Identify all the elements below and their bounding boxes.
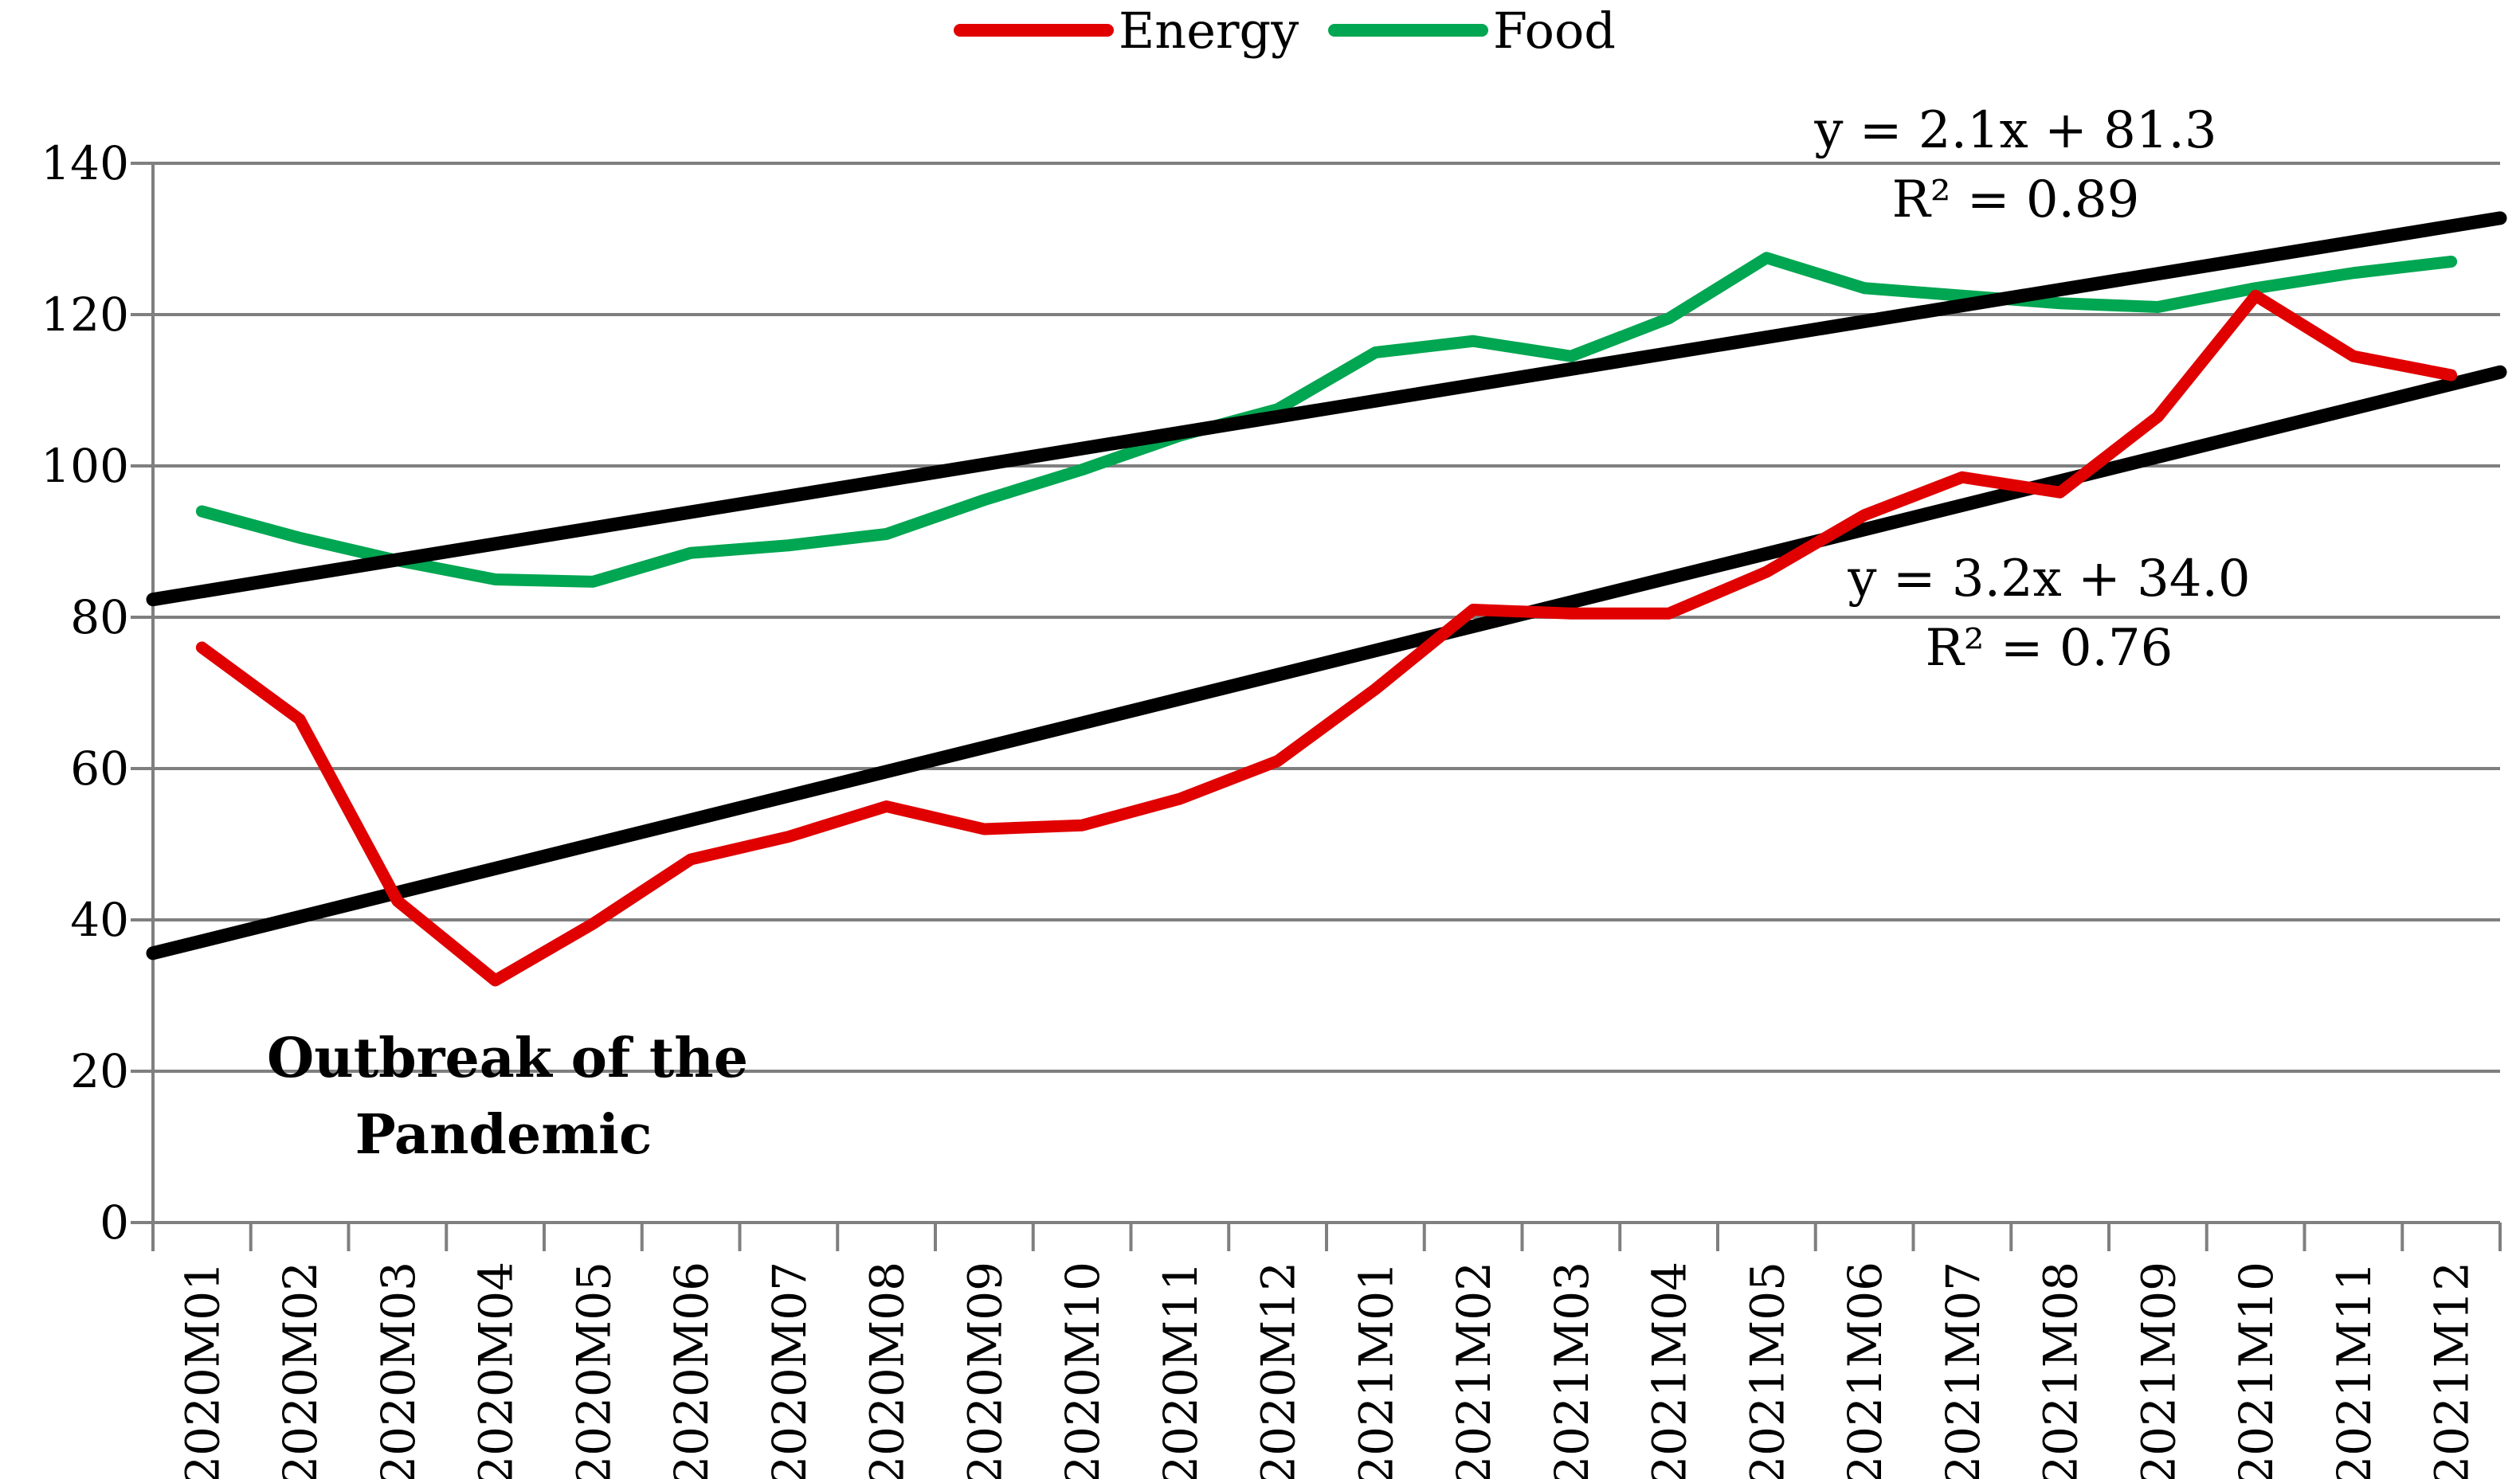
x-axis-tick-label: 2020M07	[762, 1262, 817, 1479]
x-axis-tick-label: 2021M07	[1936, 1262, 1990, 1479]
y-axis-tick-label: 40	[70, 893, 129, 947]
y-axis-tick-label: 80	[70, 590, 129, 644]
y-axis-tick-label: 140	[41, 136, 129, 190]
x-axis-tick-label: 2021M06	[1838, 1262, 1892, 1479]
energy-series-line	[195, 289, 2458, 987]
x-axis-tick-label: 2020M12	[1252, 1262, 1306, 1479]
food-trendline	[146, 211, 2507, 607]
x-axis-tick-label: 2020M02	[273, 1262, 327, 1479]
legend-label: Energy	[1119, 2, 1299, 60]
legend-label: Food	[1493, 2, 1616, 60]
x-axis-tick-label: 2021M03	[1545, 1262, 1599, 1479]
x-axis-tick-label: 2020M03	[371, 1262, 425, 1479]
legend: Energy Food	[954, 2, 1616, 60]
trendline-equation: y = 2.1x + 81.3	[1813, 101, 2216, 160]
x-axis-tick-label: 2020M08	[860, 1262, 915, 1479]
x-axis-tick-label: 2021M12	[2425, 1262, 2479, 1479]
y-axis-tick-label: 20	[70, 1044, 129, 1098]
trendline-r2: R² = 0.89	[1892, 170, 2140, 229]
x-axis-tick-label: 2021M11	[2327, 1262, 2381, 1479]
x-axis-tick-label: 2021M04	[1643, 1262, 1697, 1479]
energy-trendline	[146, 365, 2507, 961]
y-axis-tick-label: 60	[70, 741, 129, 796]
legend-item-food: Food	[1328, 2, 1616, 60]
x-axis-tick-label: 2020M11	[1154, 1262, 1208, 1479]
gridlines-and-axes	[131, 162, 2502, 1251]
annotation-line-2: Pandemic	[355, 1103, 653, 1167]
x-axis-labels: 2020M01 2020M02 2020M03 2020M04 2020M05 2020M…	[175, 1262, 2479, 1479]
x-axis-tick-label: 2020M06	[664, 1262, 719, 1479]
trendline-r2: R² = 0.76	[1926, 619, 2173, 678]
energy-trendline-label: y = 3.2x + 34.0 R² = 0.76	[1847, 550, 2250, 678]
x-axis-tick-label: 2020M01	[175, 1262, 229, 1479]
x-axis-tick-label: 2020M10	[1056, 1262, 1110, 1479]
pandemic-annotation: Outbreak of the Pandemic	[267, 1027, 748, 1167]
annotation-line-1: Outbreak of the	[267, 1027, 748, 1090]
legend-item-energy: Energy	[954, 2, 1299, 60]
food-series-line	[195, 252, 2458, 588]
x-axis-tick-label: 2021M02	[1447, 1262, 1501, 1479]
x-axis-tick-label: 2020M04	[469, 1262, 523, 1479]
y-axis-labels: 0 20 40 60 80 100 120 140	[41, 136, 129, 1250]
x-axis-tick-label: 2020M05	[566, 1262, 621, 1479]
y-axis-tick-label: 100	[41, 439, 129, 493]
x-axis-tick-label: 2021M05	[1740, 1262, 1794, 1479]
food-trendline-label: y = 2.1x + 81.3 R² = 0.89	[1813, 101, 2216, 229]
trendline-equation: y = 3.2x + 34.0	[1847, 550, 2250, 608]
x-axis-tick-label: 2021M01	[1349, 1262, 1403, 1479]
y-axis-tick-label: 0	[100, 1195, 129, 1250]
y-axis-tick-label: 120	[41, 288, 129, 342]
x-axis-tick-label: 2021M08	[2034, 1262, 2088, 1479]
x-axis-tick-label: 2021M09	[2131, 1262, 2185, 1479]
x-axis-tick-label: 2021M10	[2229, 1262, 2283, 1479]
x-axis-tick-label: 2020M09	[958, 1262, 1012, 1479]
